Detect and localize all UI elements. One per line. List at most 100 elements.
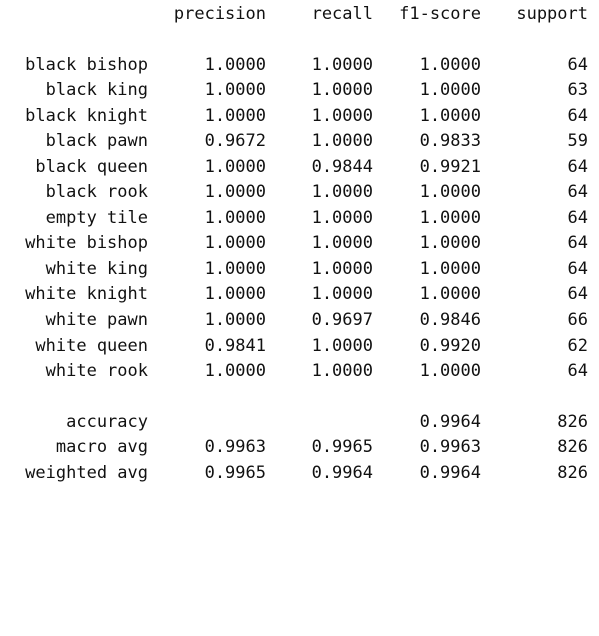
f1-score-value: 1.0000: [419, 182, 481, 202]
precision-value: 1.0000: [204, 361, 266, 381]
support-value: 66: [567, 310, 588, 330]
precision-value: 1.0000: [204, 182, 266, 202]
weighted-avg-label: weighted avg: [25, 463, 148, 483]
table-row: white bishop 1.0000 1.0000 1.0000 64: [0, 231, 599, 256]
weighted-avg-precision-value: 0.9965: [204, 463, 266, 483]
f1-score-value: 1.0000: [419, 106, 481, 126]
precision-value: 1.0000: [204, 233, 266, 253]
class-label: black knight: [25, 106, 148, 126]
f1-score-value: 1.0000: [419, 208, 481, 228]
header-row: precision recall f1-score support: [0, 2, 599, 27]
table-row: black rook 1.0000 1.0000 1.0000 64: [0, 180, 599, 205]
support-value: 64: [567, 361, 588, 381]
macro-avg-row: macro avg 0.9963 0.9965 0.9963 826: [0, 435, 599, 460]
support-value: 64: [567, 284, 588, 304]
support-value: 62: [567, 336, 588, 356]
accuracy-f1-score-value: 0.9964: [419, 412, 481, 432]
recall-value: 0.9844: [311, 157, 373, 177]
table-row: white pawn 1.0000 0.9697 0.9846 66: [0, 308, 599, 333]
class-label: black pawn: [45, 131, 148, 151]
f1-score-value: 1.0000: [419, 233, 481, 253]
support-value: 64: [567, 208, 588, 228]
header-support: support: [516, 4, 588, 24]
f1-score-value: 0.9846: [419, 310, 481, 330]
precision-value: 0.9841: [204, 336, 266, 356]
precision-value: 0.9672: [204, 131, 266, 151]
table-row: white king 1.0000 1.0000 1.0000 64: [0, 257, 599, 282]
header-f1-score: f1-score: [399, 4, 481, 24]
recall-value: 1.0000: [311, 131, 373, 151]
recall-value: 1.0000: [311, 336, 373, 356]
macro-avg-label: macro avg: [55, 437, 148, 457]
class-label: black bishop: [25, 55, 148, 75]
support-value: 64: [567, 233, 588, 253]
class-label: white pawn: [45, 310, 148, 330]
recall-value: 1.0000: [311, 361, 373, 381]
support-value: 64: [567, 259, 588, 279]
recall-value: 1.0000: [311, 259, 373, 279]
recall-value: 1.0000: [311, 182, 373, 202]
precision-value: 1.0000: [204, 55, 266, 75]
precision-value: 1.0000: [204, 284, 266, 304]
f1-score-value: 0.9833: [419, 131, 481, 151]
weighted-avg-recall-value: 0.9964: [311, 463, 373, 483]
header-precision: precision: [173, 4, 266, 24]
support-value: 64: [567, 157, 588, 177]
accuracy-label: accuracy: [66, 412, 148, 432]
recall-value: 1.0000: [311, 284, 373, 304]
f1-score-value: 0.9920: [419, 336, 481, 356]
table-row: black bishop 1.0000 1.0000 1.0000 64: [0, 53, 599, 78]
class-label: white king: [45, 259, 148, 279]
table-row: white rook 1.0000 1.0000 1.0000 64: [0, 359, 599, 384]
support-value: 64: [567, 106, 588, 126]
class-label: white queen: [35, 336, 148, 356]
table-row: black king 1.0000 1.0000 1.0000 63: [0, 78, 599, 103]
weighted-avg-support-value: 826: [557, 463, 588, 483]
table-row: white queen 0.9841 1.0000 0.9920 62: [0, 334, 599, 359]
precision-value: 1.0000: [204, 157, 266, 177]
support-value: 64: [567, 182, 588, 202]
f1-score-value: 1.0000: [419, 55, 481, 75]
table-row: white knight 1.0000 1.0000 1.0000 64: [0, 282, 599, 307]
class-label: black king: [45, 80, 148, 100]
precision-value: 1.0000: [204, 310, 266, 330]
f1-score-value: 1.0000: [419, 259, 481, 279]
support-value: 63: [567, 80, 588, 100]
recall-value: 0.9697: [311, 310, 373, 330]
classification-report: precision recall f1-score support black …: [0, 2, 599, 486]
class-label: empty tile: [45, 208, 148, 228]
precision-value: 1.0000: [204, 208, 266, 228]
table-row: black queen 1.0000 0.9844 0.9921 64: [0, 155, 599, 180]
macro-avg-precision-value: 0.9963: [204, 437, 266, 457]
precision-value: 1.0000: [204, 80, 266, 100]
class-label: white knight: [25, 284, 148, 304]
class-label: black queen: [35, 157, 148, 177]
f1-score-value: 0.9921: [419, 157, 481, 177]
header-recall: recall: [311, 4, 373, 24]
recall-value: 1.0000: [311, 208, 373, 228]
accuracy-row: accuracy 0.9964 826: [0, 410, 599, 435]
class-label: black rook: [45, 182, 148, 202]
f1-score-value: 1.0000: [419, 80, 481, 100]
recall-value: 1.0000: [311, 106, 373, 126]
support-value: 59: [567, 131, 588, 151]
macro-avg-f1-score-value: 0.9963: [419, 437, 481, 457]
macro-avg-recall-value: 0.9965: [311, 437, 373, 457]
support-value: 64: [567, 55, 588, 75]
accuracy-support-value: 826: [557, 412, 588, 432]
table-row: black knight 1.0000 1.0000 1.0000 64: [0, 104, 599, 129]
class-label: white bishop: [25, 233, 148, 253]
f1-score-value: 1.0000: [419, 284, 481, 304]
weighted-avg-row: weighted avg 0.9965 0.9964 0.9964 826: [0, 461, 599, 486]
precision-value: 1.0000: [204, 106, 266, 126]
recall-value: 1.0000: [311, 80, 373, 100]
class-label: white rook: [45, 361, 148, 381]
weighted-avg-f1-score-value: 0.9964: [419, 463, 481, 483]
recall-value: 1.0000: [311, 233, 373, 253]
f1-score-value: 1.0000: [419, 361, 481, 381]
precision-value: 1.0000: [204, 259, 266, 279]
table-row: black pawn 0.9672 1.0000 0.9833 59: [0, 129, 599, 154]
recall-value: 1.0000: [311, 55, 373, 75]
table-row: empty tile 1.0000 1.0000 1.0000 64: [0, 206, 599, 231]
macro-avg-support-value: 826: [557, 437, 588, 457]
